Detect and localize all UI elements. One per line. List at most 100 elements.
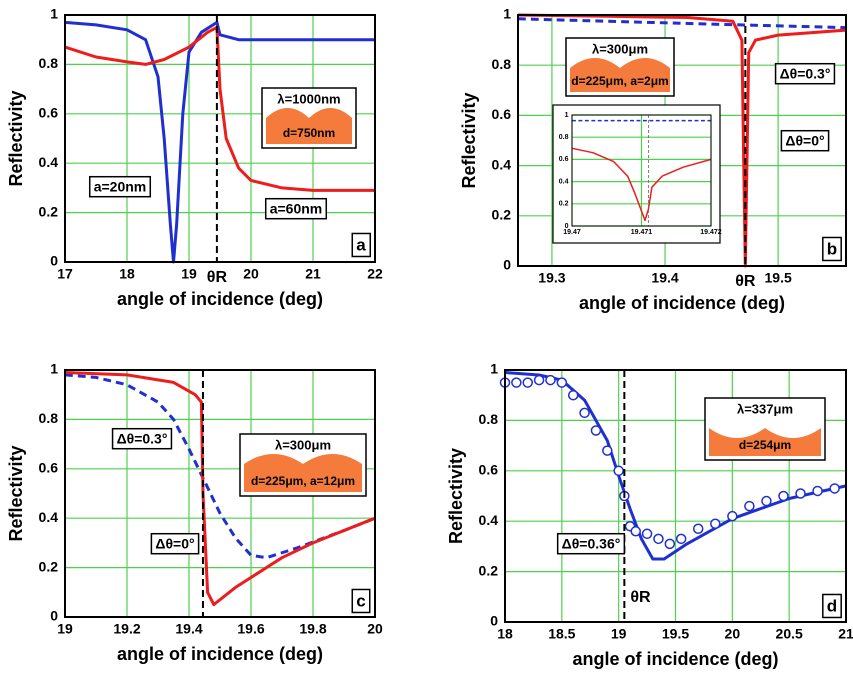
y-tick-label: 0 <box>50 253 58 269</box>
series-label-box <box>556 532 626 555</box>
series-line <box>64 371 376 607</box>
series-line <box>64 20 375 264</box>
x-tick-label: 19 <box>611 625 627 641</box>
x-tick-label: 18 <box>119 265 135 281</box>
series-label-box <box>780 129 830 152</box>
grating-shape <box>266 108 352 144</box>
plot-frame <box>517 14 847 267</box>
data-point <box>579 407 590 419</box>
y-tick-label: 1 <box>490 361 498 377</box>
series-line <box>517 13 847 268</box>
theta-label: θR <box>630 589 651 606</box>
theta-label: θR <box>735 273 756 290</box>
series-label: a=20nm <box>94 179 147 195</box>
y-tick-label: 0.4 <box>492 156 512 172</box>
series-line <box>571 147 712 222</box>
x-tick-label: 19.47 <box>563 229 581 236</box>
y-tick-label: 0 <box>490 613 498 629</box>
panel-label-box <box>822 236 842 262</box>
x-tick-label: 19.8 <box>299 620 326 636</box>
x-tick-label: 19.5 <box>662 625 689 641</box>
data-point <box>613 465 624 477</box>
note-text: λ=300μm <box>275 437 331 452</box>
x-tick-label: 20 <box>243 265 259 281</box>
series-label: Δθ=0.3° <box>117 431 168 447</box>
y-tick-label: 0.4 <box>39 509 59 525</box>
series-label-box <box>150 532 200 555</box>
data-point <box>556 377 568 388</box>
y-tick-label: 1 <box>503 6 511 22</box>
data-point <box>630 526 641 537</box>
plot-frame <box>64 369 376 618</box>
y-tick-label: 0.8 <box>559 134 569 141</box>
y-tick-label: 0.6 <box>492 106 512 122</box>
series-label: Δθ=0.3° <box>780 66 831 82</box>
y-tick-label: 0.4 <box>39 154 59 170</box>
data-point <box>744 500 755 512</box>
y-tick-label: 0.8 <box>492 56 512 72</box>
y-tick-label: 0.6 <box>39 460 59 476</box>
y-tick-label: 0.6 <box>39 105 59 121</box>
panel-label-box <box>351 232 372 258</box>
x-tick-label: 19.3 <box>538 269 565 285</box>
x-tick-label: 20 <box>725 625 741 641</box>
data-point <box>641 528 653 540</box>
y-tick-label: 0.4 <box>559 178 569 185</box>
y-axis-title: Reflectivity <box>459 92 479 188</box>
panel-label: a <box>356 235 366 254</box>
data-point <box>567 389 579 401</box>
x-axis-title: angle of incidence (deg) <box>579 293 785 313</box>
y-tick-label: 0.2 <box>492 207 512 223</box>
y-tick-label: 0.8 <box>39 410 59 426</box>
y-tick-label: 0.8 <box>39 55 59 71</box>
plot-frame <box>64 14 376 263</box>
y-tick-label: 1 <box>565 112 569 119</box>
series-label-box <box>88 175 152 198</box>
x-axis-title: angle of incidence (deg) <box>572 649 778 669</box>
x-tick-label: 17 <box>57 265 73 281</box>
panel-label-box <box>822 593 842 619</box>
data-point <box>795 488 806 499</box>
y-tick-label: 0.2 <box>559 201 569 208</box>
series-label-box <box>774 62 836 85</box>
series-label: Δθ=0.36° <box>562 536 621 552</box>
x-tick-label: 22 <box>367 265 383 281</box>
x-tick-label: 21 <box>305 265 321 281</box>
y-tick-label: 0 <box>565 223 569 230</box>
grating-shape <box>570 58 670 92</box>
x-tick-label: 18.5 <box>548 625 575 641</box>
series-label-box <box>264 197 328 220</box>
x-tick-label: 21 <box>838 625 853 641</box>
note-text: λ=300μm <box>592 41 648 56</box>
y-tick-label: 1 <box>50 6 58 22</box>
y-tick-label: 0 <box>503 257 511 273</box>
x-tick-label: 19.6 <box>237 620 264 636</box>
note-text: d=750nm <box>283 126 335 140</box>
data-point <box>710 518 721 529</box>
y-tick-label: 0.6 <box>479 462 499 478</box>
y-axis-title: Reflectivity <box>446 448 466 544</box>
series-line <box>504 371 847 561</box>
x-axis-title: angle of incidence (deg) <box>117 289 323 309</box>
data-point <box>533 374 545 386</box>
series-line <box>64 373 376 560</box>
data-point <box>812 485 823 497</box>
series-label: Δθ=0° <box>155 536 194 552</box>
x-axis-title: angle of incidence (deg) <box>117 644 323 664</box>
note-text: d=225μm, a=12μm <box>251 474 355 488</box>
y-tick-label: 0.2 <box>39 558 59 574</box>
x-tick-label: 19.4 <box>175 620 202 636</box>
grating-shape <box>244 454 362 492</box>
panel-label: d <box>827 596 837 615</box>
data-point <box>778 490 789 502</box>
theta-label: θR <box>207 269 228 286</box>
plot-frame <box>571 114 712 227</box>
x-tick-label: 19.5 <box>765 269 792 285</box>
y-tick-label: 0 <box>50 608 58 624</box>
series-label-box <box>111 427 173 450</box>
y-tick-label: 0.8 <box>479 411 499 427</box>
y-tick-label: 0.2 <box>479 562 499 578</box>
data-point <box>761 495 772 507</box>
y-axis-title: Reflectivity <box>6 90 26 186</box>
